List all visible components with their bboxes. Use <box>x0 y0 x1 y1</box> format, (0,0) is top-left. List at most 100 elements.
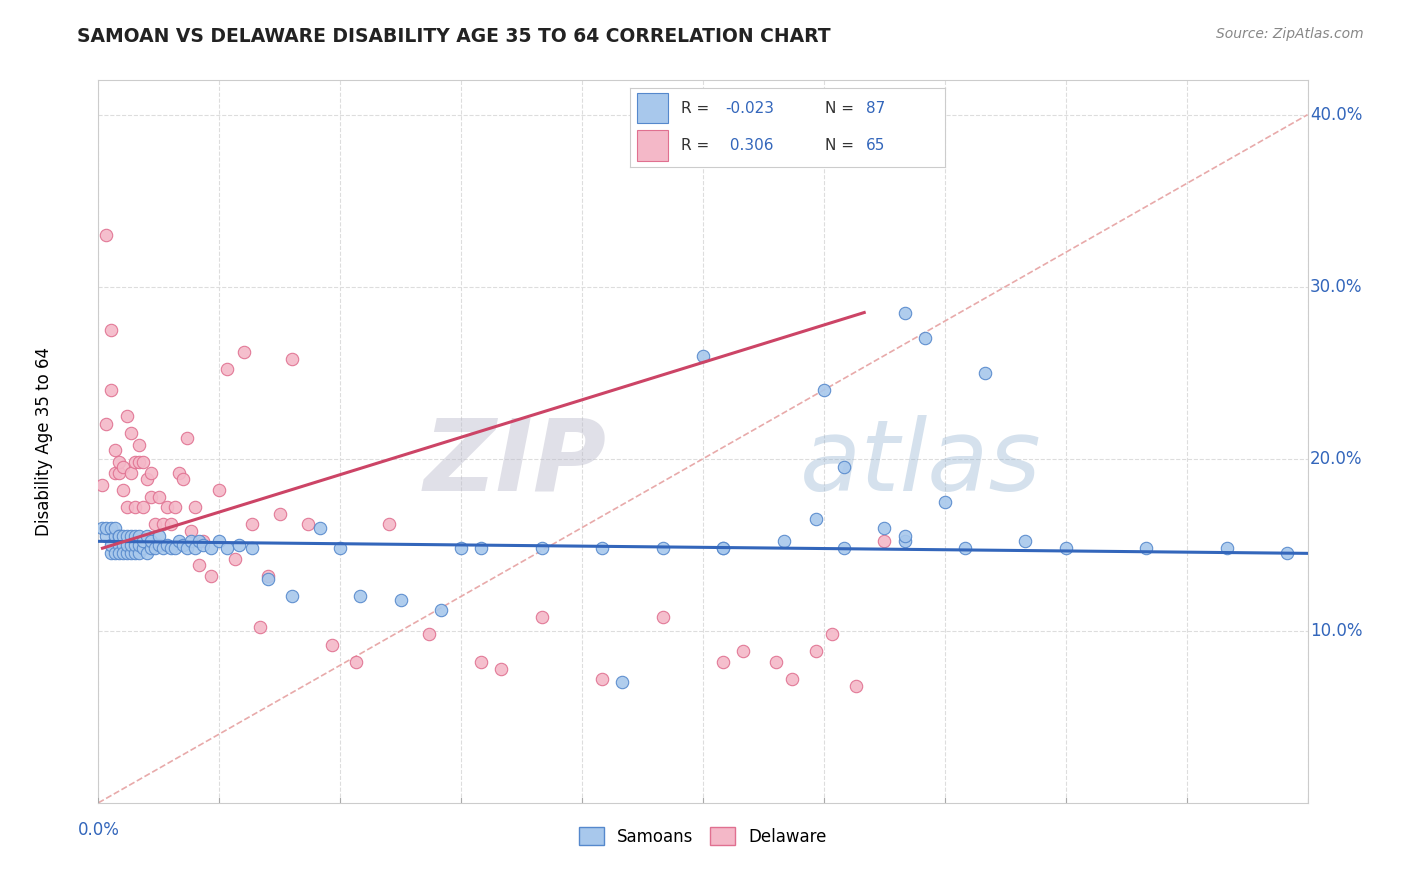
Point <box>188 558 211 573</box>
Point <box>128 529 150 543</box>
Point <box>591 672 613 686</box>
Point <box>591 541 613 556</box>
Point <box>148 529 170 543</box>
Point <box>124 455 146 469</box>
Point <box>1216 541 1239 556</box>
Point <box>612 675 634 690</box>
Text: 10.0%: 10.0% <box>1310 622 1362 640</box>
Point <box>139 466 162 480</box>
Point <box>450 541 472 556</box>
Point <box>120 529 142 543</box>
Point <box>124 546 146 560</box>
Point <box>124 529 146 543</box>
Text: 20.0%: 20.0% <box>1310 450 1362 467</box>
Point <box>132 455 155 469</box>
Point <box>115 500 138 514</box>
Point <box>139 541 162 556</box>
Text: ZIP: ZIP <box>423 415 606 512</box>
Point <box>107 538 129 552</box>
Point <box>111 483 134 497</box>
Point <box>530 610 553 624</box>
Point <box>321 638 343 652</box>
Point <box>103 520 125 534</box>
Point <box>1277 546 1299 560</box>
Point <box>96 529 118 543</box>
Point <box>711 541 734 556</box>
Point <box>470 541 492 556</box>
Point <box>821 627 844 641</box>
Point <box>180 534 202 549</box>
Point <box>103 529 125 543</box>
Point <box>124 538 146 552</box>
Point <box>813 383 835 397</box>
Point <box>344 655 367 669</box>
Point <box>974 366 997 380</box>
Point <box>934 494 956 508</box>
Point <box>249 620 271 634</box>
Point <box>804 644 827 658</box>
Point <box>107 455 129 469</box>
Point <box>100 383 122 397</box>
Point <box>135 546 157 560</box>
Text: SAMOAN VS DELAWARE DISABILITY AGE 35 TO 64 CORRELATION CHART: SAMOAN VS DELAWARE DISABILITY AGE 35 TO … <box>77 27 831 45</box>
Point <box>232 345 254 359</box>
Point <box>156 500 179 514</box>
Point <box>389 592 412 607</box>
Point <box>111 529 134 543</box>
Point <box>217 362 239 376</box>
Point <box>224 551 246 566</box>
Text: atlas: atlas <box>800 415 1042 512</box>
Point <box>167 534 190 549</box>
Point <box>953 541 976 556</box>
Point <box>349 590 371 604</box>
Point <box>107 529 129 543</box>
Point <box>100 538 122 552</box>
Point <box>893 529 915 543</box>
Point <box>430 603 453 617</box>
Point <box>143 541 166 556</box>
Point <box>124 500 146 514</box>
Point <box>107 466 129 480</box>
Point <box>208 483 231 497</box>
Point <box>172 538 194 552</box>
Point <box>176 541 198 556</box>
Point <box>120 466 142 480</box>
Point <box>139 534 162 549</box>
Legend: Samoans, Delaware: Samoans, Delaware <box>572 821 834 852</box>
Point <box>96 417 118 432</box>
Point <box>377 517 399 532</box>
Point <box>470 655 492 669</box>
Point <box>120 538 142 552</box>
Point <box>132 541 155 556</box>
Point <box>228 538 250 552</box>
Point <box>733 644 755 658</box>
Point <box>172 472 194 486</box>
Point <box>143 517 166 532</box>
Text: 30.0%: 30.0% <box>1310 277 1362 296</box>
Point <box>240 541 263 556</box>
Point <box>120 425 142 440</box>
Point <box>111 538 134 552</box>
Point <box>281 590 304 604</box>
Point <box>893 534 915 549</box>
Point <box>128 538 150 552</box>
Point <box>329 541 352 556</box>
Point <box>163 541 186 556</box>
Point <box>148 538 170 552</box>
Point <box>193 538 215 552</box>
Point <box>893 305 915 319</box>
Point <box>1054 541 1077 556</box>
Point <box>115 529 138 543</box>
Point <box>845 679 868 693</box>
Point <box>651 541 673 556</box>
Point <box>309 520 332 534</box>
Point <box>873 534 896 549</box>
Point <box>91 477 114 491</box>
Point <box>297 517 319 532</box>
Text: 40.0%: 40.0% <box>1310 105 1362 124</box>
Point <box>111 460 134 475</box>
Text: 0.0%: 0.0% <box>77 821 120 838</box>
Point <box>96 520 118 534</box>
Point <box>772 534 794 549</box>
Point <box>132 534 155 549</box>
